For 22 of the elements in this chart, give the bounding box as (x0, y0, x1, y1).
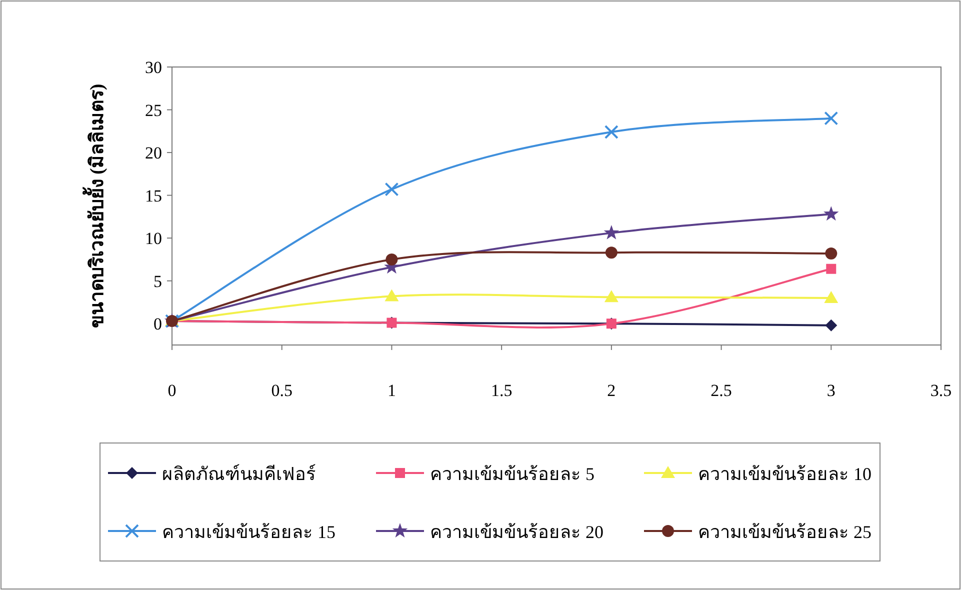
legend-label: ความเข้มข้นร้อยละ 20 (430, 522, 604, 542)
legend-label: ความเข้มข้นร้อยละ 25 (698, 522, 872, 542)
legend-label: ผลิตภัณฑ์นมคีเฟอร์ (162, 464, 316, 484)
x-tick-label: 1.5 (490, 381, 512, 400)
y-tick-label: 0 (154, 314, 162, 334)
y-axis-title: ขนาดบริเวณยับยั้ง (มิลลิเมตร) (82, 84, 108, 328)
y-tick-label: 20 (145, 144, 162, 163)
x-tick-label: 3.5 (930, 381, 952, 400)
y-tick-label: 25 (145, 100, 162, 120)
x-tick-label: 2.5 (710, 381, 732, 400)
legend-label: ความเข้มข้นร้อยละ 15 (162, 522, 336, 542)
x-tick-label: 0 (168, 381, 176, 400)
x-tick-label: 2 (607, 381, 616, 400)
y-tick-label: 30 (145, 58, 162, 77)
y-tick-label: 15 (145, 186, 162, 206)
y-tick-label: 5 (154, 272, 162, 291)
x-tick-label: 0.5 (271, 381, 292, 400)
x-tick-label: 3 (826, 381, 836, 400)
legend-label: ความเข้มข้นร้อยละ 5 (430, 464, 594, 484)
y-tick-label: 10 (145, 229, 162, 248)
x-tick-label: 1 (387, 381, 396, 400)
legend-label: ความเข้มข้นร้อยละ 10 (698, 464, 872, 484)
